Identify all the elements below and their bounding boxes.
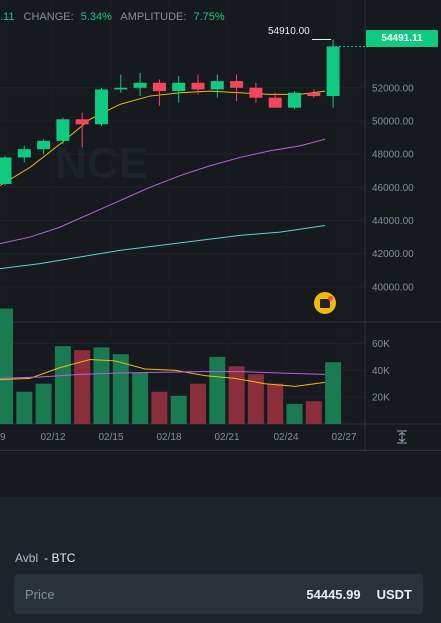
- volume-axis-tick: 40K: [372, 366, 390, 377]
- volume-axis-tick: 60K: [372, 339, 390, 350]
- price-unit: USDT: [376, 586, 412, 602]
- avbl-value: - BTC: [44, 551, 76, 565]
- volume-bar: [132, 372, 149, 424]
- kline-chart[interactable]: NCE 52000.00 50000.00 48000.00 46000.00 4400…: [0, 0, 441, 450]
- volume-axis-tick: 20K: [372, 393, 390, 404]
- candle-body: [0, 157, 12, 184]
- expand-chart-button[interactable]: [392, 428, 412, 446]
- amplitude-label: AMPLITUDE:: [120, 11, 187, 23]
- price-input[interactable]: Price 54445.99 USDT: [14, 574, 423, 614]
- candle-body: [152, 82, 166, 92]
- price-field-value[interactable]: 54445.99: [306, 586, 361, 602]
- date-axis-tick: 02/24: [273, 432, 298, 443]
- date-axis-tick: 02/21: [214, 432, 239, 443]
- volume-bar: [247, 374, 264, 424]
- volume-bar: [286, 403, 303, 424]
- volume-bar: [74, 350, 91, 424]
- volume-bar: [228, 366, 245, 424]
- price-axis-tick: 50000.00: [372, 116, 414, 127]
- available-balance: Avbl - BTC: [15, 551, 75, 565]
- candle-body: [288, 92, 301, 108]
- candle-body: [210, 81, 224, 90]
- candle-body: [95, 89, 108, 125]
- price-axis-tick: 40000.00: [372, 282, 414, 293]
- bnb-badge-icon[interactable]: [314, 292, 336, 314]
- volume-bar: [151, 391, 168, 424]
- volume-bar: [112, 354, 129, 424]
- avbl-label: Avbl: [15, 551, 39, 565]
- date-axis-tick: 02/18: [156, 432, 181, 443]
- candle-body: [191, 82, 205, 90]
- volume-bar: [54, 346, 71, 424]
- candle-body: [268, 97, 282, 108]
- date-axis-tick: 09: [0, 432, 6, 443]
- candle-body: [172, 82, 186, 92]
- amplitude-value: 7.75%: [193, 11, 225, 23]
- date-axis-tick: 02/15: [98, 432, 123, 443]
- chart-footer-band: [0, 450, 441, 498]
- date-axis-tick: 02/27: [331, 432, 356, 443]
- volume-bar: [305, 401, 322, 424]
- price-axis-tick: 48000.00: [372, 150, 414, 161]
- candle-body: [37, 140, 51, 150]
- date-axis-tick: 02/12: [40, 432, 65, 443]
- volume-bar: [190, 383, 206, 424]
- change-label: CHANGE:: [23, 11, 74, 23]
- candle-body: [114, 87, 128, 90]
- candle-body: [75, 119, 89, 125]
- price-field-label: Price: [25, 586, 55, 602]
- ma-long-line: [0, 224, 326, 270]
- volume-ma-fast-line: [0, 359, 326, 387]
- price-axis-tick: 46000.00: [372, 183, 414, 194]
- price-axis-tick: 52000.00: [372, 83, 414, 94]
- candle-body: [56, 119, 70, 141]
- wallet-icon: [320, 295, 333, 308]
- candle-body: [249, 87, 263, 98]
- candle-body: [17, 149, 31, 158]
- change-value: 5.34%: [80, 11, 112, 23]
- kline-chart-svg[interactable]: NCE 52000.00 50000.00 48000.00 46000.00 4400…: [0, 0, 441, 450]
- candle-body: [133, 82, 147, 88]
- price-axis-tick: 42000.00: [372, 249, 414, 260]
- volume-ma-slow-line: [0, 371, 326, 379]
- ma-slow-line: [0, 138, 326, 245]
- exchange-watermark: NCE: [55, 139, 148, 188]
- candle-body: [230, 81, 244, 88]
- candle-body: [326, 46, 340, 97]
- volume-bar: [267, 383, 284, 424]
- volume-bar: [170, 395, 187, 424]
- price-axis-tick: 44000.00: [372, 216, 414, 227]
- volume-bar: [35, 383, 52, 424]
- candle-info-row: .11 CHANGE: 5.34% AMPLITUDE: 7.75%: [0, 11, 231, 27]
- volume-bar: [0, 308, 13, 424]
- volume-bar: [209, 356, 226, 424]
- candle-body: [307, 92, 321, 97]
- expand-icon: [397, 430, 407, 444]
- notification-dot: [328, 295, 333, 301]
- current-price-tag: 54491.11: [366, 30, 438, 47]
- volume-bar: [93, 347, 110, 424]
- volume-bar: [325, 362, 342, 424]
- high-price-marker: 54910.00: [268, 26, 310, 37]
- close-fragment: .11: [0, 11, 15, 23]
- volume-bar: [16, 391, 33, 424]
